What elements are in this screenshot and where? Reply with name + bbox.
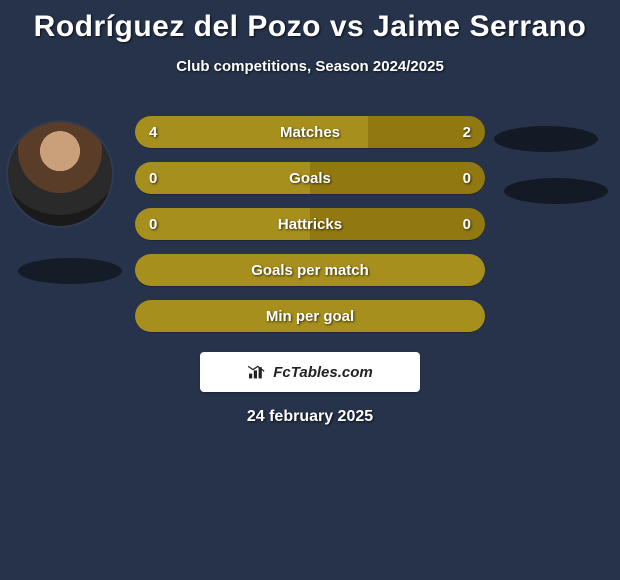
date-text: 24 february 2025: [0, 408, 620, 426]
stat-label: Hattricks: [135, 208, 485, 240]
stat-label: Min per goal: [135, 300, 485, 332]
brand-badge: FcTables.com: [200, 352, 420, 392]
stat-value-right: 0: [463, 162, 471, 194]
stat-row: Min per goal: [135, 300, 485, 332]
page-title: Rodríguez del Pozo vs Jaime Serrano: [0, 0, 620, 44]
stat-label: Goals: [135, 162, 485, 194]
stat-rows: Matches42Goals00Hattricks00Goals per mat…: [135, 116, 485, 346]
brand-text: FcTables.com: [273, 364, 372, 381]
stat-label: Matches: [135, 116, 485, 148]
page-subtitle: Club competitions, Season 2024/2025: [0, 58, 620, 75]
player-left-shadow: [18, 258, 122, 284]
bar-chart-icon: [247, 364, 267, 380]
stat-row: Matches4 2: [135, 116, 485, 148]
player-left-avatar: [8, 122, 112, 226]
stat-row: Goals per match: [135, 254, 485, 286]
stat-row: Hattricks0 0: [135, 208, 485, 240]
stat-value-left: 4: [149, 116, 157, 148]
stat-value-right: 0: [463, 208, 471, 240]
stat-value-right: 2: [463, 116, 471, 148]
stat-value-left: 0: [149, 208, 157, 240]
player-right-shadow-2: [504, 178, 608, 204]
player-right-shadow-1: [494, 126, 598, 152]
stat-value-left: 0: [149, 162, 157, 194]
stat-label: Goals per match: [135, 254, 485, 286]
stat-row: Goals0 0: [135, 162, 485, 194]
